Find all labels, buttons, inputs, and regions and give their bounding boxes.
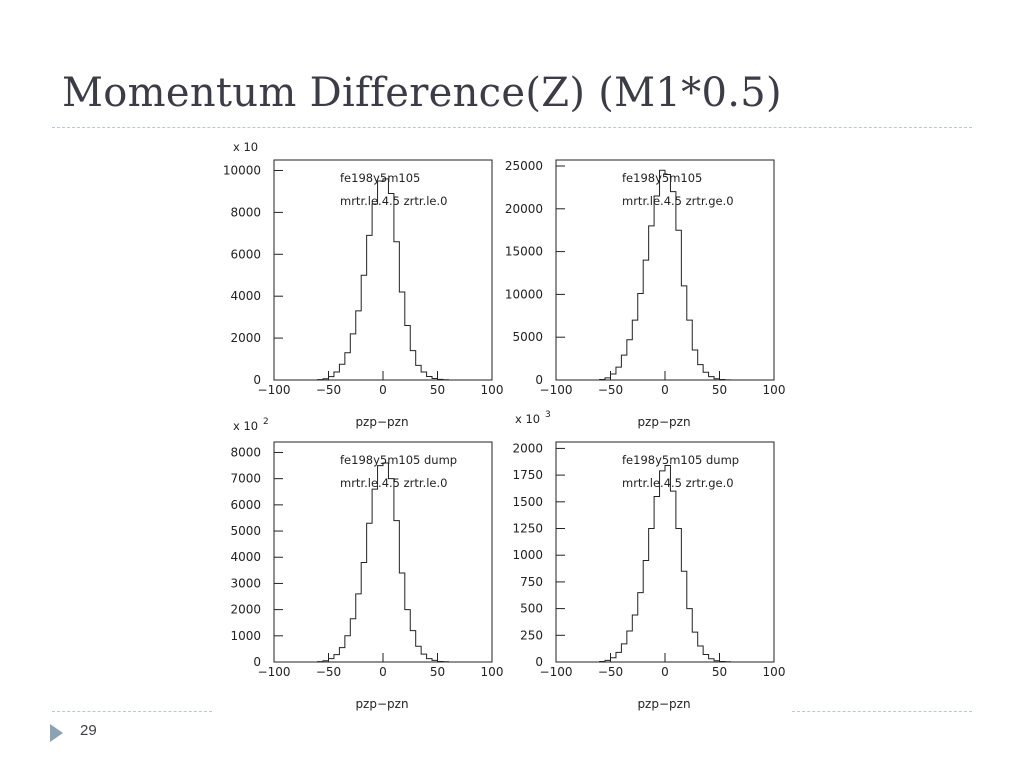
hist4-x-tick-label: −100 (540, 665, 573, 679)
slide-title: Momentum Difference(Z) (M1*0.5) (62, 70, 782, 116)
hist3-y-tick-label: 3000 (230, 576, 261, 590)
hist4-y-tick-label: 1250 (512, 522, 543, 536)
hist2-annotation: mrtr.le.4.5 zrtr.ge.0 (622, 194, 734, 208)
hist4-x-tick-label: 50 (712, 665, 727, 679)
hist4-y-tick-label: 2000 (512, 441, 543, 455)
hist4-y-tick-label: 500 (520, 602, 543, 616)
hist2-y-tick-label: 5000 (512, 330, 543, 344)
hist1-x-tick-label: 50 (430, 383, 445, 397)
hist3-scale-multiplier: x 10 (233, 419, 258, 433)
footer-divider-right (792, 711, 972, 712)
hist4-y-tick-label: 1000 (512, 548, 543, 562)
hist4-frame (555, 441, 775, 663)
hist2-x-tick-label: 100 (763, 383, 786, 397)
hist4-y-tick-label: 1750 (512, 468, 543, 482)
hist4-y-tick-label: 1500 (512, 495, 543, 509)
hist1-x-tick-label: 0 (379, 383, 387, 397)
hist2-x-axis-label: pzp−pzn (637, 415, 690, 429)
hist3-scale-exponent: 2 (263, 417, 269, 427)
hist2-x-tick-label: −100 (540, 383, 573, 397)
hist4-annotation: mrtr.le.4.5 zrtr.ge.0 (622, 476, 734, 490)
hist4-series (599, 464, 731, 663)
hist1-y-tick-label: 8000 (230, 205, 261, 219)
hist3-y-tick-label: 7000 (230, 472, 261, 486)
footer-divider-left (52, 711, 212, 712)
hist3-x-tick-label: −100 (258, 665, 291, 679)
hist3-annotation: mrtr.le.4.5 zrtr.le.0 (340, 476, 447, 490)
hist1-scale-multiplier: x 10 (233, 140, 258, 154)
hist2-y-tick-label: 10000 (505, 287, 543, 301)
title-divider (52, 127, 972, 128)
hist4-x-tick-label: 100 (763, 665, 786, 679)
hist3-y-tick-label: 0 (253, 655, 261, 669)
hist3-x-tick-label: −50 (316, 665, 341, 679)
hist3-series (317, 462, 449, 663)
hist1-x-tick-label: −50 (316, 383, 341, 397)
hist2-y-tick-label: 0 (535, 373, 543, 387)
hist3-annotation: fe198y5m105 dump (340, 453, 457, 467)
hist2-frame (555, 159, 775, 381)
hist2-series (599, 169, 731, 381)
hist2-y-tick-label: 15000 (505, 245, 543, 259)
hist2-x-tick-label: −50 (598, 383, 623, 397)
hist1-y-tick-label: 6000 (230, 247, 261, 261)
hist3-x-tick-label: 50 (430, 665, 445, 679)
hist4-x-tick-label: −50 (598, 665, 623, 679)
hist4-x-tick-label: 0 (661, 665, 669, 679)
hist4-y-tick-label: 750 (520, 575, 543, 589)
hist3-x-tick-label: 100 (481, 665, 504, 679)
hist1-annotation: fe198y5m105 (340, 171, 420, 185)
hist3-x-axis-label: pzp−pzn (355, 697, 408, 711)
hist2-y-tick-label: 25000 (505, 159, 543, 173)
hist1-y-tick-label: 2000 (230, 331, 261, 345)
hist3-y-tick-label: 1000 (230, 629, 261, 643)
hist2-annotation: fe198y5m105 (622, 171, 702, 185)
hist3-y-tick-label: 4000 (230, 550, 261, 564)
hist3-y-tick-label: 6000 (230, 498, 261, 512)
hist4-scale-exponent: 3 (545, 410, 551, 420)
hist4-y-tick-label: 250 (520, 628, 543, 642)
hist3-frame (273, 441, 493, 663)
hist1-x-axis-label: pzp−pzn (355, 415, 408, 429)
hist1-x-tick-label: −100 (258, 383, 291, 397)
hist1-y-tick-label: 4000 (230, 289, 261, 303)
hist1-series (317, 178, 449, 381)
hist1-frame (273, 159, 493, 381)
hist1-x-tick-label: 100 (481, 383, 504, 397)
hist1-y-tick-label: 10000 (223, 163, 261, 177)
hist1-annotation: mrtr.le.4.5 zrtr.le.0 (340, 194, 447, 208)
hist1-y-tick-label: 0 (253, 373, 261, 387)
hist2-x-tick-label: 0 (661, 383, 669, 397)
page-number: 29 (80, 722, 97, 739)
hist2-x-tick-label: 50 (712, 383, 727, 397)
hist3-y-tick-label: 8000 (230, 445, 261, 459)
hist2-y-tick-label: 20000 (505, 202, 543, 216)
hist4-x-axis-label: pzp−pzn (637, 697, 690, 711)
hist3-y-tick-label: 5000 (230, 524, 261, 538)
hist3-x-tick-label: 0 (379, 665, 387, 679)
hist4-y-tick-label: 0 (535, 655, 543, 669)
hist3-y-tick-label: 2000 (230, 603, 261, 617)
slide-bullet-icon (50, 724, 63, 742)
hist4-annotation: fe198y5m105 dump (622, 453, 739, 467)
hist4-scale-multiplier: x 10 (515, 412, 540, 426)
